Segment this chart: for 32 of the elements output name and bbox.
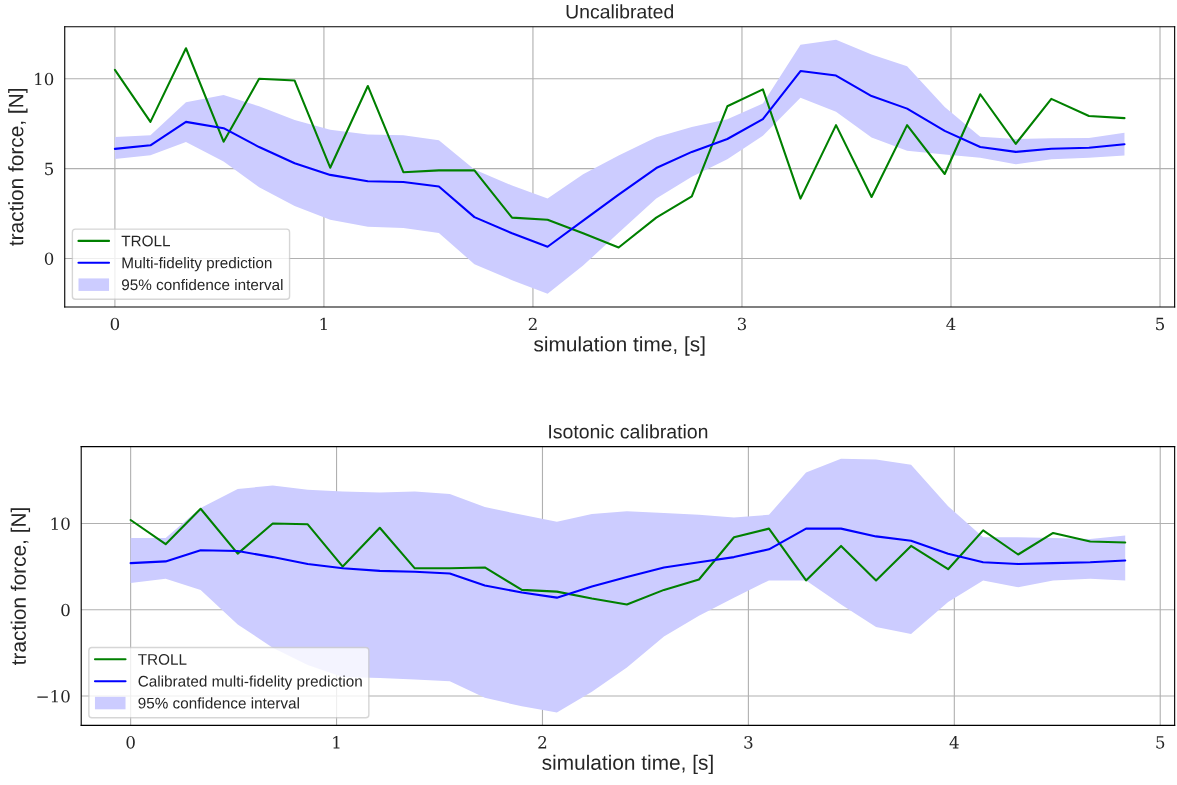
y-tick-label: 0 — [61, 603, 70, 617]
y-tick-label: −10 — [37, 689, 70, 703]
chart-title: Uncalibrated — [566, 4, 674, 19]
legend-label: Calibrated multi-fidelity prediction — [138, 675, 362, 690]
y-tick-label: 10 — [35, 72, 54, 86]
x-tick-label: 3 — [744, 736, 753, 749]
x-tick-label: 4 — [946, 317, 956, 331]
x-tick-label: 5 — [1156, 736, 1165, 749]
x-tick-label: 4 — [949, 736, 959, 749]
legend-label: TROLL — [121, 235, 170, 247]
y-axis-title: traction force, [N] — [10, 508, 31, 665]
x-tick-label: 1 — [320, 317, 327, 331]
x-tick-label: 2 — [528, 317, 537, 331]
annotation: 95% confidence interval — [138, 697, 299, 709]
x-tick-label: 1 — [333, 736, 340, 749]
x-tick-label: 2 — [538, 736, 547, 749]
x-axis-title: simulation time, [s] — [542, 754, 713, 775]
line-series — [129, 527, 1127, 599]
y-tick-label: 5 — [45, 162, 54, 176]
x-tick-label: 0 — [126, 736, 135, 749]
x-tick-label: 0 — [110, 317, 120, 331]
annotation: 95% confidence interval — [121, 278, 283, 291]
x-tick-label: 3 — [737, 317, 747, 331]
y-tick-label: 10 — [51, 517, 70, 531]
x-axis-title: simulation time, [s] — [534, 336, 705, 356]
legend-label: Multi-fidelity prediction — [122, 257, 272, 272]
x-tick-label: 5 — [1156, 317, 1165, 331]
y-tick-label: 0 — [44, 252, 54, 265]
line-series — [129, 507, 1127, 606]
y-axis-title: traction force, [N] — [8, 88, 28, 246]
chart-title: Isotonic calibration — [549, 424, 708, 439]
legend-label: TROLL — [138, 653, 187, 665]
